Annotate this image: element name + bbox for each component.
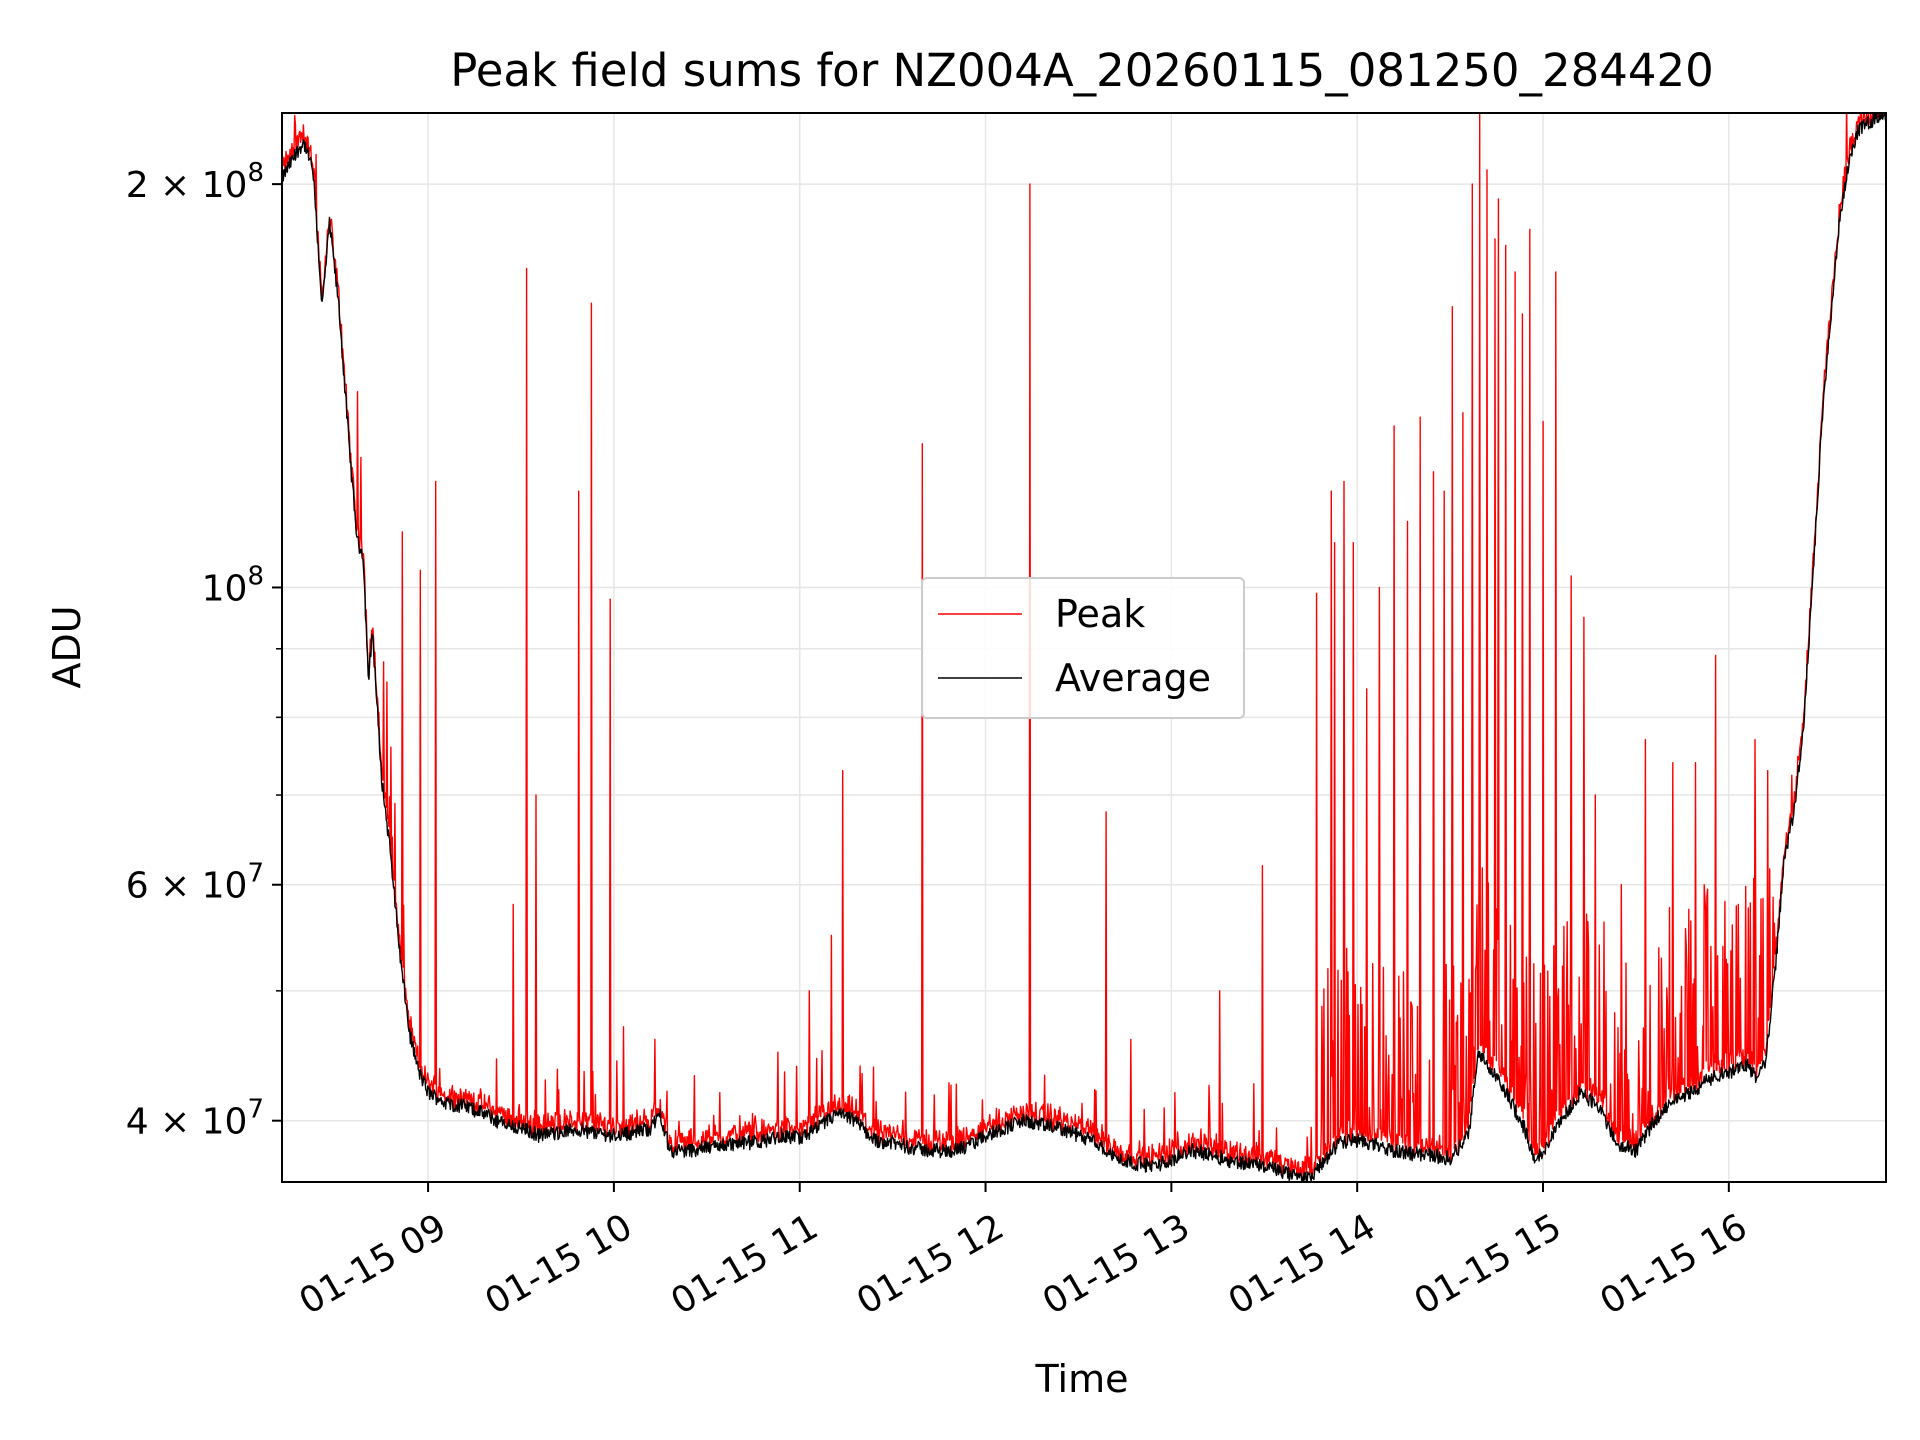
legend-peak-label: Peak bbox=[1055, 592, 1145, 636]
y-axis: 4 × 107 6 × 107 108 2 × 108 bbox=[126, 158, 282, 1143]
plot-area bbox=[282, 113, 1886, 1182]
plot-frame bbox=[281, 112, 1887, 1183]
y-axis-label: ADU bbox=[45, 605, 89, 688]
y-tick-label: 6 × 107 bbox=[126, 859, 264, 907]
average-series-line bbox=[282, 113, 1886, 1182]
legend-box bbox=[921, 577, 1245, 719]
y-tick-label: 4 × 107 bbox=[126, 1095, 264, 1143]
y-tick-label: 108 bbox=[202, 561, 264, 609]
legend: Peak Average bbox=[921, 577, 1245, 719]
chart-title: Peak field sums for NZ004A_20260115_0812… bbox=[450, 44, 1714, 97]
y-tick-label: 2 × 108 bbox=[126, 158, 264, 206]
legend-average-label: Average bbox=[1055, 656, 1211, 700]
x-axis-label: Time bbox=[1035, 1357, 1129, 1401]
